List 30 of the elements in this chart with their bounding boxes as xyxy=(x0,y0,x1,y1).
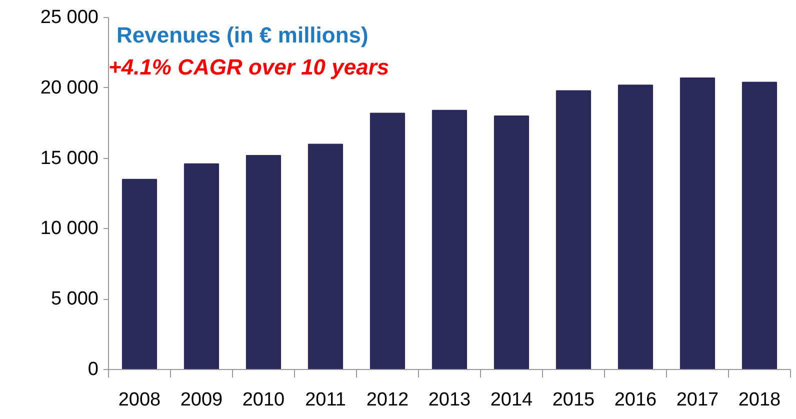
y-tick-label: 25 000 xyxy=(40,7,99,28)
y-tick-label: 0 xyxy=(88,359,99,380)
bar xyxy=(680,78,716,370)
y-tick-label: 20 000 xyxy=(40,77,99,98)
x-tick-label: 2014 xyxy=(490,390,534,410)
bar xyxy=(742,82,778,370)
x-tick-label: 2015 xyxy=(552,390,595,410)
bar xyxy=(308,144,344,370)
y-tick-label: 15 000 xyxy=(40,148,99,169)
bar xyxy=(122,178,158,370)
x-tick-label: 2012 xyxy=(366,390,409,410)
bar xyxy=(494,116,530,370)
x-tick-label: 2013 xyxy=(428,390,471,410)
y-tick-label: 5 000 xyxy=(50,288,98,310)
x-tick-label: 2009 xyxy=(180,390,223,410)
x-tick-label: 2008 xyxy=(118,390,161,410)
bar xyxy=(556,90,592,370)
x-tick-label: 2016 xyxy=(614,390,657,410)
bar xyxy=(618,84,654,370)
text: +4.1% CAGR over 10 years xyxy=(108,54,390,80)
x-tick-label: 2010 xyxy=(242,390,285,410)
bar xyxy=(432,110,468,370)
bar xyxy=(184,163,220,370)
x-tick-label: 2018 xyxy=(738,390,781,410)
y-tick-label: 10 000 xyxy=(40,218,99,240)
x-tick-label: 2017 xyxy=(676,390,719,410)
chart-title: Revenues (in € millions) xyxy=(116,22,368,48)
bar xyxy=(370,112,406,370)
x-tick-label: 2011 xyxy=(305,390,346,410)
bar xyxy=(246,154,282,370)
